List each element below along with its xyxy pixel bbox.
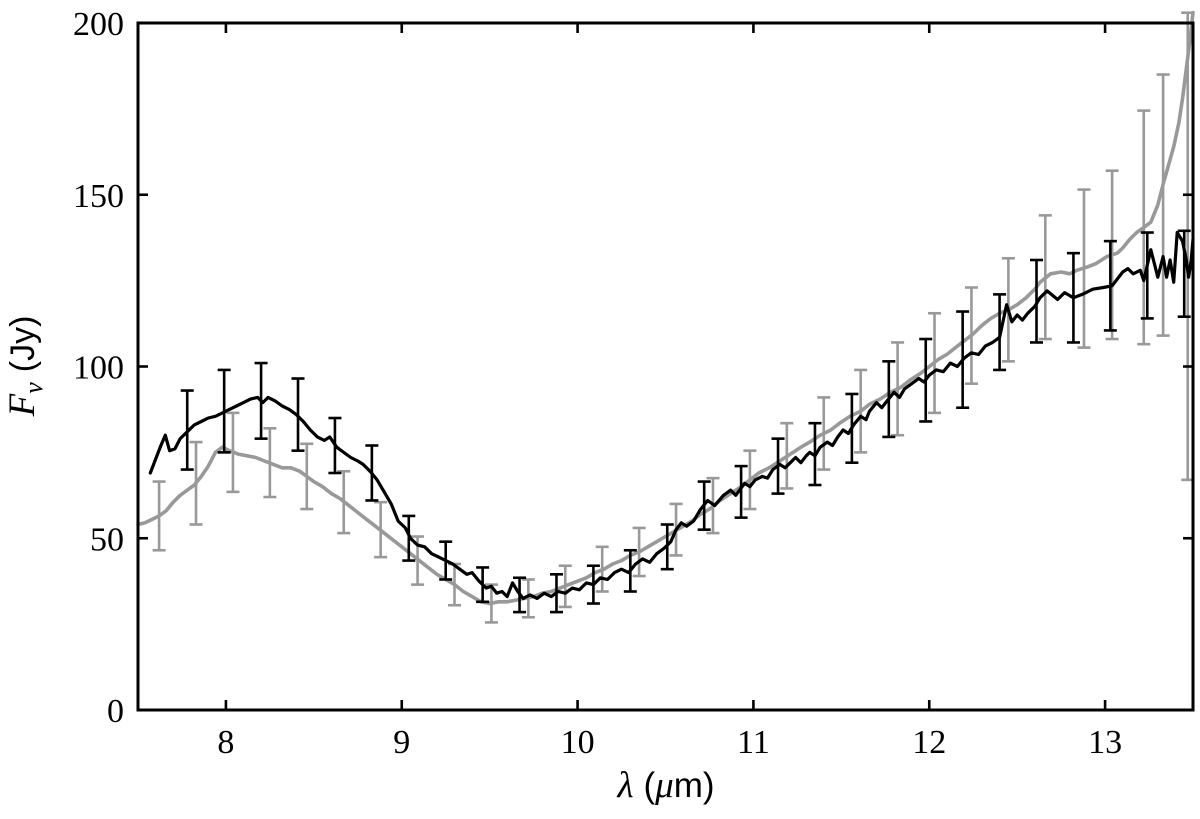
- y-tick-label: 0: [107, 693, 124, 730]
- gray-spectrum-group: [136, 10, 1195, 624]
- x-tick-label: 11: [737, 724, 770, 761]
- x-tick-label: 12: [912, 724, 946, 761]
- y-tick-label: 50: [90, 521, 124, 558]
- y-label-nu: ν: [19, 382, 48, 394]
- y-tick-label: 100: [73, 350, 124, 387]
- black-spectrum-group: [148, 229, 1195, 614]
- x-label-open-paren: (: [643, 766, 655, 805]
- x-label-lambda: λ: [616, 765, 633, 806]
- y-label-units: (Jy): [4, 316, 42, 373]
- axes-frame: [136, 21, 1195, 712]
- data-layer: [136, 10, 1195, 624]
- y-tick-label: 150: [73, 178, 124, 215]
- axes-layer: 8 9 10 11 12 13 0 50 100 150 200: [73, 6, 1195, 761]
- y-axis-label: Fν (Jy): [2, 316, 48, 418]
- x-tick-label: 8: [217, 724, 234, 761]
- y-label-F: F: [2, 393, 43, 417]
- x-axis-label: λ (μm): [616, 765, 714, 806]
- x-label-mu: μ: [654, 765, 674, 806]
- x-label-close: m): [674, 766, 715, 805]
- x-tick-label: 10: [561, 724, 595, 761]
- y-tick-label: 200: [73, 6, 124, 43]
- gray-spectrum-line: [136, 10, 1195, 606]
- black-spectrum-line: [148, 230, 1195, 601]
- x-tick-label: 13: [1088, 724, 1122, 761]
- x-tick-label: 9: [393, 724, 410, 761]
